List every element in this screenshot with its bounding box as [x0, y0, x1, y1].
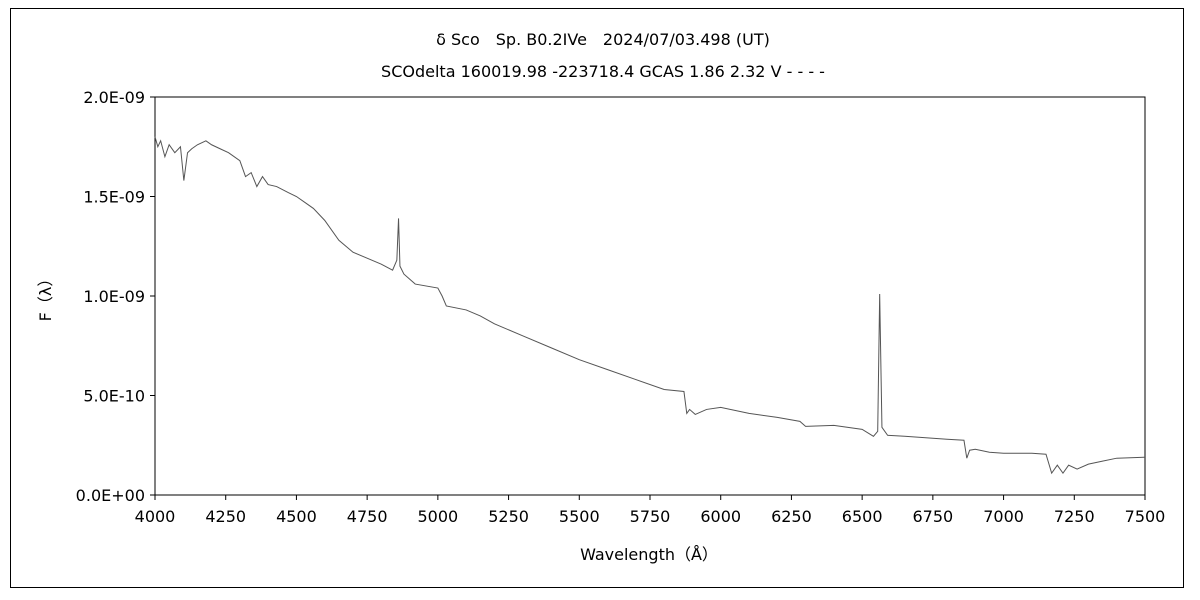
x-tick-label: 6750: [912, 507, 953, 526]
x-axis-ticks: 4000 4250 4500 4750 5000 5250 5500 5750 6000 6250…: [135, 495, 1166, 526]
plot-area: [154, 96, 1146, 496]
y-tick-label: 2.0E-09: [83, 88, 145, 107]
x-tick-label: 5500: [559, 507, 600, 526]
chart-subtitle: SCOdelta 160019.98 -223718.4 GCAS 1.86 2…: [381, 62, 825, 81]
y-tick-label: 1.0E-09: [83, 287, 145, 306]
y-tick-label: 1.5E-09: [83, 188, 145, 207]
x-tick-label: 7000: [983, 507, 1024, 526]
x-tick-label: 4750: [347, 507, 388, 526]
chart-title: δ Sco Sp. B0.2IVe 2024/07/03.498 (UT): [436, 30, 770, 49]
y-axis-ticks: 0.0E+00 5.0E-10 1.0E-09 1.5E-09 2.0E-09: [76, 88, 155, 505]
x-tick-label: 6000: [700, 507, 741, 526]
x-tick-label: 6250: [771, 507, 812, 526]
y-tick-label: 0.0E+00: [76, 486, 145, 505]
x-tick-label: 5250: [488, 507, 529, 526]
x-tick-label: 4000: [135, 507, 176, 526]
y-axis-label: F（λ）: [36, 271, 55, 322]
series-layer: [154, 136, 1146, 475]
y-tick-label: 5.0E-10: [83, 387, 145, 406]
x-axis-label: Wavelength（Å）: [580, 545, 718, 564]
chart-svg: δ Sco Sp. B0.2IVe 2024/07/03.498 (UT) SC…: [36, 30, 1166, 564]
x-tick-label: 4500: [276, 507, 317, 526]
x-tick-label: 4250: [205, 507, 246, 526]
spectrum-line: [154, 136, 1146, 475]
x-tick-label: 5000: [417, 507, 458, 526]
x-tick-label: 6500: [842, 507, 883, 526]
x-tick-label: 5750: [630, 507, 671, 526]
x-tick-label: 7500: [1125, 507, 1166, 526]
x-tick-label: 7250: [1054, 507, 1095, 526]
chart-frame: δ Sco Sp. B0.2IVe 2024/07/03.498 (UT) SC…: [10, 8, 1184, 588]
